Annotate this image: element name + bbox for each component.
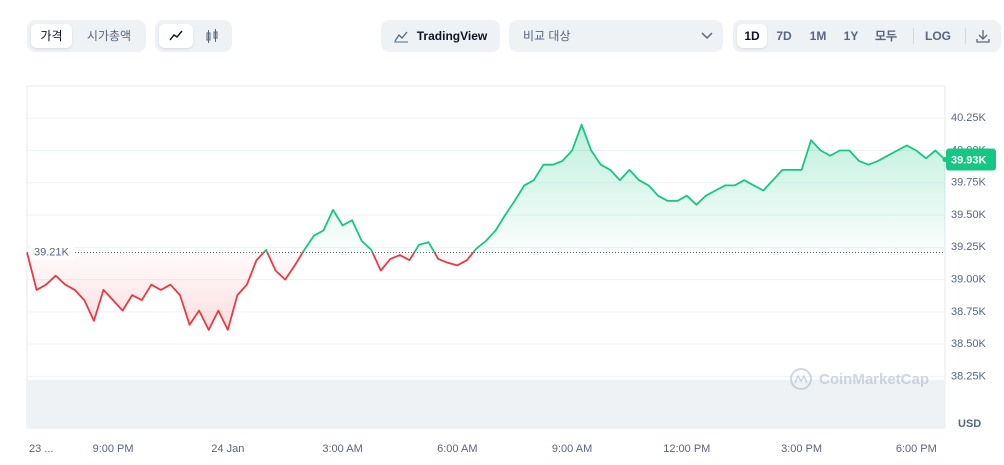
y-tick-label: 39.75K: [951, 177, 987, 189]
baseline-label: 39.21K: [34, 246, 70, 258]
range-button[interactable]: 1Y: [843, 29, 859, 43]
view-tabs: 가격 시가총액: [27, 20, 146, 52]
line-style-button[interactable]: [159, 24, 193, 48]
volume-area: [27, 380, 945, 428]
y-unit: USD: [958, 418, 981, 430]
price-area: [27, 124, 945, 330]
candle-style-button[interactable]: [195, 24, 229, 48]
separator: [965, 28, 966, 44]
y-tick-label: 38.50K: [951, 338, 987, 350]
tab-price[interactable]: 가격: [31, 24, 72, 48]
compare-dropdown[interactable]: 비교 대상: [509, 20, 723, 52]
y-tick-label: 38.25K: [951, 370, 987, 382]
separator: [913, 28, 914, 44]
y-tick-label: 39.00K: [951, 273, 987, 285]
tab-marketcap[interactable]: 시가총액: [86, 29, 132, 43]
price-tag-label: 39.93K: [951, 154, 987, 166]
compare-label: 비교 대상: [523, 29, 571, 43]
tv-label: TradingView: [416, 29, 488, 43]
chart-style: [155, 20, 232, 52]
x-tick-label: 6:00 AM: [437, 443, 477, 455]
watermark: CoinMarketCap: [790, 368, 929, 390]
tv-icon: [394, 31, 408, 43]
download-button[interactable]: [975, 28, 991, 44]
y-tick-label: 40.25K: [951, 112, 987, 124]
y-tick-label: 39.25K: [951, 241, 987, 253]
x-tick-label: 3:00 AM: [322, 443, 362, 455]
chevron: [701, 32, 713, 40]
range-tabs: 1D 7D 1M 1Y 모두 LOG: [733, 20, 1001, 52]
y-tick-label: 39.50K: [951, 209, 987, 221]
range-button[interactable]: 1D: [737, 24, 767, 48]
line-icon: [169, 30, 183, 41]
x-tick-label: 23 ...: [29, 443, 53, 455]
candle-icon: [206, 29, 218, 43]
y-tick-label: 38.75K: [951, 306, 987, 318]
tradingview-button[interactable]: TradingView: [381, 20, 500, 52]
x-tick-label: 9:00 PM: [93, 443, 134, 455]
range-button[interactable]: 모두: [874, 29, 898, 43]
x-tick-label: 6:00 PM: [896, 443, 937, 455]
range-button[interactable]: 1M: [809, 29, 827, 43]
x-tick-label: 24 Jan: [211, 443, 244, 455]
log-button[interactable]: LOG: [925, 29, 951, 43]
baseline-label-bg: [30, 244, 74, 260]
x-tick-label: 12:00 PM: [663, 443, 710, 455]
x-tick-label: 3:00 PM: [781, 443, 822, 455]
watermark-text: CoinMarketCap: [819, 371, 929, 388]
x-tick-label: 9:00 AM: [552, 443, 592, 455]
price-line: [26, 123, 946, 331]
price-tag: [946, 148, 996, 171]
range-button[interactable]: 7D: [776, 29, 792, 43]
